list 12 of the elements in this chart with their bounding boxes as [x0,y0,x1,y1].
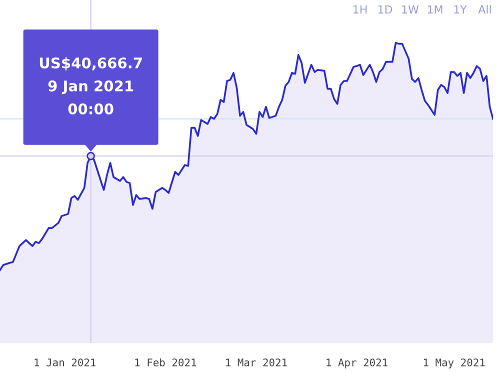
x-tick-label: 1 Apr 2021 [326,358,388,368]
x-tick-label: 1 Feb 2021 [135,358,196,366]
annotation: US$40,666.7 9 Jan 2021 00:00 [40,57,142,114]
text: 1H [354,5,367,14]
text: 1M [428,5,442,14]
text: 1Y [454,5,467,14]
x-tick-label: 1 May 2021 [424,358,485,368]
x-tick-label: 1 Jan 2021 [34,358,96,366]
x-tick-label: 1 Mar 2021 [226,358,287,366]
text: 1D [378,5,392,14]
text: 1W [402,5,419,14]
text: All [478,5,491,14]
